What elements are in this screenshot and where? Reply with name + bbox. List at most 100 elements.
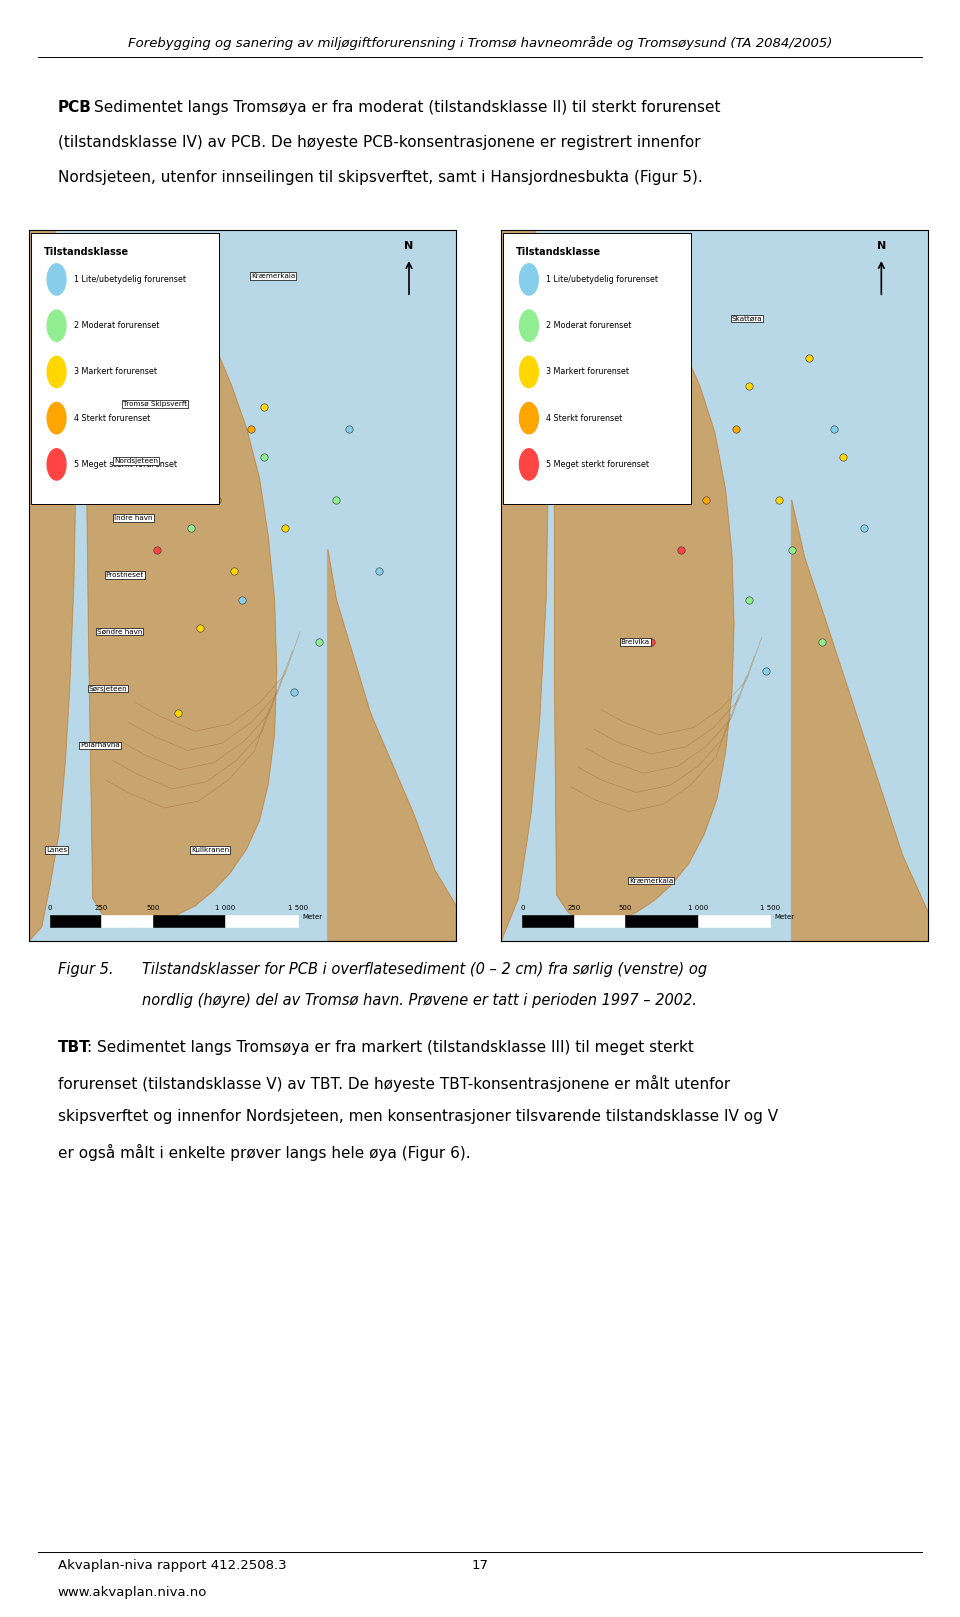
Bar: [153, 915, 226, 927]
Text: Kræmerkaia: Kræmerkaia: [630, 878, 674, 883]
Text: Nordsjeteen, utenfor innseilingen til skipsverftet, samt i Hansjordnesbukta (Fig: Nordsjeteen, utenfor innseilingen til sk…: [58, 170, 703, 184]
Text: Meter: Meter: [775, 914, 795, 920]
Text: skipsverftet og innenfor Nordsjeteen, men konsentrasjoner tilsvarende tilstandsk: skipsverftet og innenfor Nordsjeteen, me…: [58, 1109, 778, 1124]
Text: er også målt i enkelte prøver langs hele øya (Figur 6).: er også målt i enkelte prøver langs hele…: [58, 1145, 470, 1161]
Text: (tilstandsklasse IV) av PCB. De høyeste PCB-konsentrasjonene er registrert innen: (tilstandsklasse IV) av PCB. De høyeste …: [58, 136, 700, 150]
Text: Tilstandsklasser for PCB i overflatesediment (0 – 2 cm) fra sørlig (venstre) og: Tilstandsklasser for PCB i overflatesedi…: [142, 962, 708, 977]
Text: 3 Markert forurenset: 3 Markert forurenset: [74, 367, 156, 377]
Point: [286, 679, 301, 705]
Point: [771, 487, 786, 513]
Bar: [625, 915, 698, 927]
Text: 250: 250: [567, 906, 581, 912]
Point: [741, 374, 756, 399]
Text: 1 000: 1 000: [215, 906, 235, 912]
Point: [835, 445, 851, 471]
Point: [175, 430, 190, 456]
Polygon shape: [792, 500, 928, 941]
Point: [209, 487, 225, 513]
FancyBboxPatch shape: [503, 233, 691, 503]
Text: Kræmerkaia: Kræmerkaia: [251, 273, 295, 278]
Polygon shape: [501, 230, 548, 941]
Point: [227, 558, 242, 584]
Point: [234, 587, 250, 613]
Text: Sørsjeteen: Sørsjeteen: [88, 686, 128, 692]
Bar: [698, 915, 770, 927]
Text: N: N: [876, 241, 886, 251]
Point: [183, 374, 199, 399]
Polygon shape: [327, 550, 456, 941]
Point: [729, 416, 744, 441]
Point: [758, 658, 774, 684]
Polygon shape: [555, 278, 734, 925]
Point: [256, 445, 272, 471]
Point: [192, 614, 207, 640]
Point: [784, 537, 800, 563]
Text: 2 Moderat forurenset: 2 Moderat forurenset: [546, 322, 632, 330]
Text: 1 500: 1 500: [760, 906, 780, 912]
Circle shape: [47, 403, 66, 433]
Point: [312, 629, 327, 655]
Circle shape: [47, 356, 66, 388]
Point: [201, 344, 216, 370]
Circle shape: [519, 264, 539, 294]
Point: [801, 344, 816, 370]
Text: Forebygging og sanering av miljøgiftforurensning i Tromsø havneområde og Tromsøy: Forebygging og sanering av miljøgiftforu…: [128, 36, 832, 50]
Circle shape: [47, 264, 66, 294]
Polygon shape: [29, 230, 76, 941]
FancyBboxPatch shape: [31, 233, 219, 503]
Text: 2 Moderat forurenset: 2 Moderat forurenset: [74, 322, 159, 330]
Text: 1 000: 1 000: [687, 906, 708, 912]
Text: Prostneset: Prostneset: [106, 572, 144, 577]
Polygon shape: [86, 280, 276, 927]
Text: Polarhavna: Polarhavna: [80, 742, 120, 749]
Bar: [226, 915, 298, 927]
Point: [277, 516, 293, 542]
Bar: [50, 915, 102, 927]
Text: Lanes: Lanes: [46, 847, 67, 854]
Bar: [522, 915, 574, 927]
Circle shape: [519, 403, 539, 433]
Circle shape: [519, 356, 539, 388]
Point: [673, 537, 688, 563]
Point: [243, 416, 258, 441]
Text: Akvaplan-niva rapport 412.2508.3: Akvaplan-niva rapport 412.2508.3: [58, 1559, 286, 1572]
Text: 3 Markert forurenset: 3 Markert forurenset: [546, 367, 629, 377]
Text: N: N: [404, 241, 414, 251]
Point: [149, 537, 165, 563]
Text: Nordsjeteen: Nordsjeteen: [114, 458, 158, 464]
Point: [372, 558, 387, 584]
Circle shape: [47, 450, 66, 480]
Point: [183, 516, 199, 542]
Text: Kullkranen: Kullkranen: [191, 847, 229, 854]
Text: 250: 250: [95, 906, 108, 912]
Circle shape: [47, 310, 66, 341]
Text: 5 Meget sterkt forurenset: 5 Meget sterkt forurenset: [74, 459, 177, 469]
Text: Tilstandsklasse: Tilstandsklasse: [516, 247, 601, 257]
Circle shape: [519, 450, 539, 480]
Text: Indre havn: Indre havn: [114, 514, 153, 521]
Text: 1 Lite/ubetydelig forurenset: 1 Lite/ubetydelig forurenset: [546, 275, 658, 285]
Text: forurenset (tilstandsklasse V) av TBT. De høyeste TBT-konsentrasjonene er målt u: forurenset (tilstandsklasse V) av TBT. D…: [58, 1075, 730, 1091]
Point: [256, 395, 272, 420]
Text: 500: 500: [618, 906, 632, 912]
Text: Søndre havn: Søndre havn: [97, 629, 142, 634]
Text: : Sedimentet langs Tromsøya er fra moderat (tilstandsklasse II) til sterkt forur: : Sedimentet langs Tromsøya er fra moder…: [84, 100, 721, 115]
Text: 5 Meget sterkt forurenset: 5 Meget sterkt forurenset: [546, 459, 649, 469]
Text: 17: 17: [471, 1559, 489, 1572]
Text: Meter: Meter: [302, 914, 323, 920]
Text: 1 Lite/ubetydelig forurenset: 1 Lite/ubetydelig forurenset: [74, 275, 185, 285]
Text: 500: 500: [146, 906, 159, 912]
Point: [171, 700, 186, 726]
Point: [328, 487, 344, 513]
Text: Tromsø Skipsverft: Tromsø Skipsverft: [123, 401, 187, 407]
Text: PCB: PCB: [58, 100, 91, 115]
Point: [827, 416, 842, 441]
Text: nordlig (høyre) del av Tromsø havn. Prøvene er tatt i perioden 1997 – 2002.: nordlig (høyre) del av Tromsø havn. Prøv…: [142, 993, 697, 1007]
Text: : Sedimentet langs Tromsøya er fra markert (tilstandsklasse III) til meget sterk: : Sedimentet langs Tromsøya er fra marke…: [87, 1040, 694, 1054]
Text: Tilstandsklasse: Tilstandsklasse: [44, 247, 129, 257]
Point: [814, 629, 829, 655]
Circle shape: [519, 310, 539, 341]
Text: Skattøra: Skattøra: [732, 315, 762, 322]
Point: [342, 416, 357, 441]
Text: 0: 0: [520, 906, 525, 912]
